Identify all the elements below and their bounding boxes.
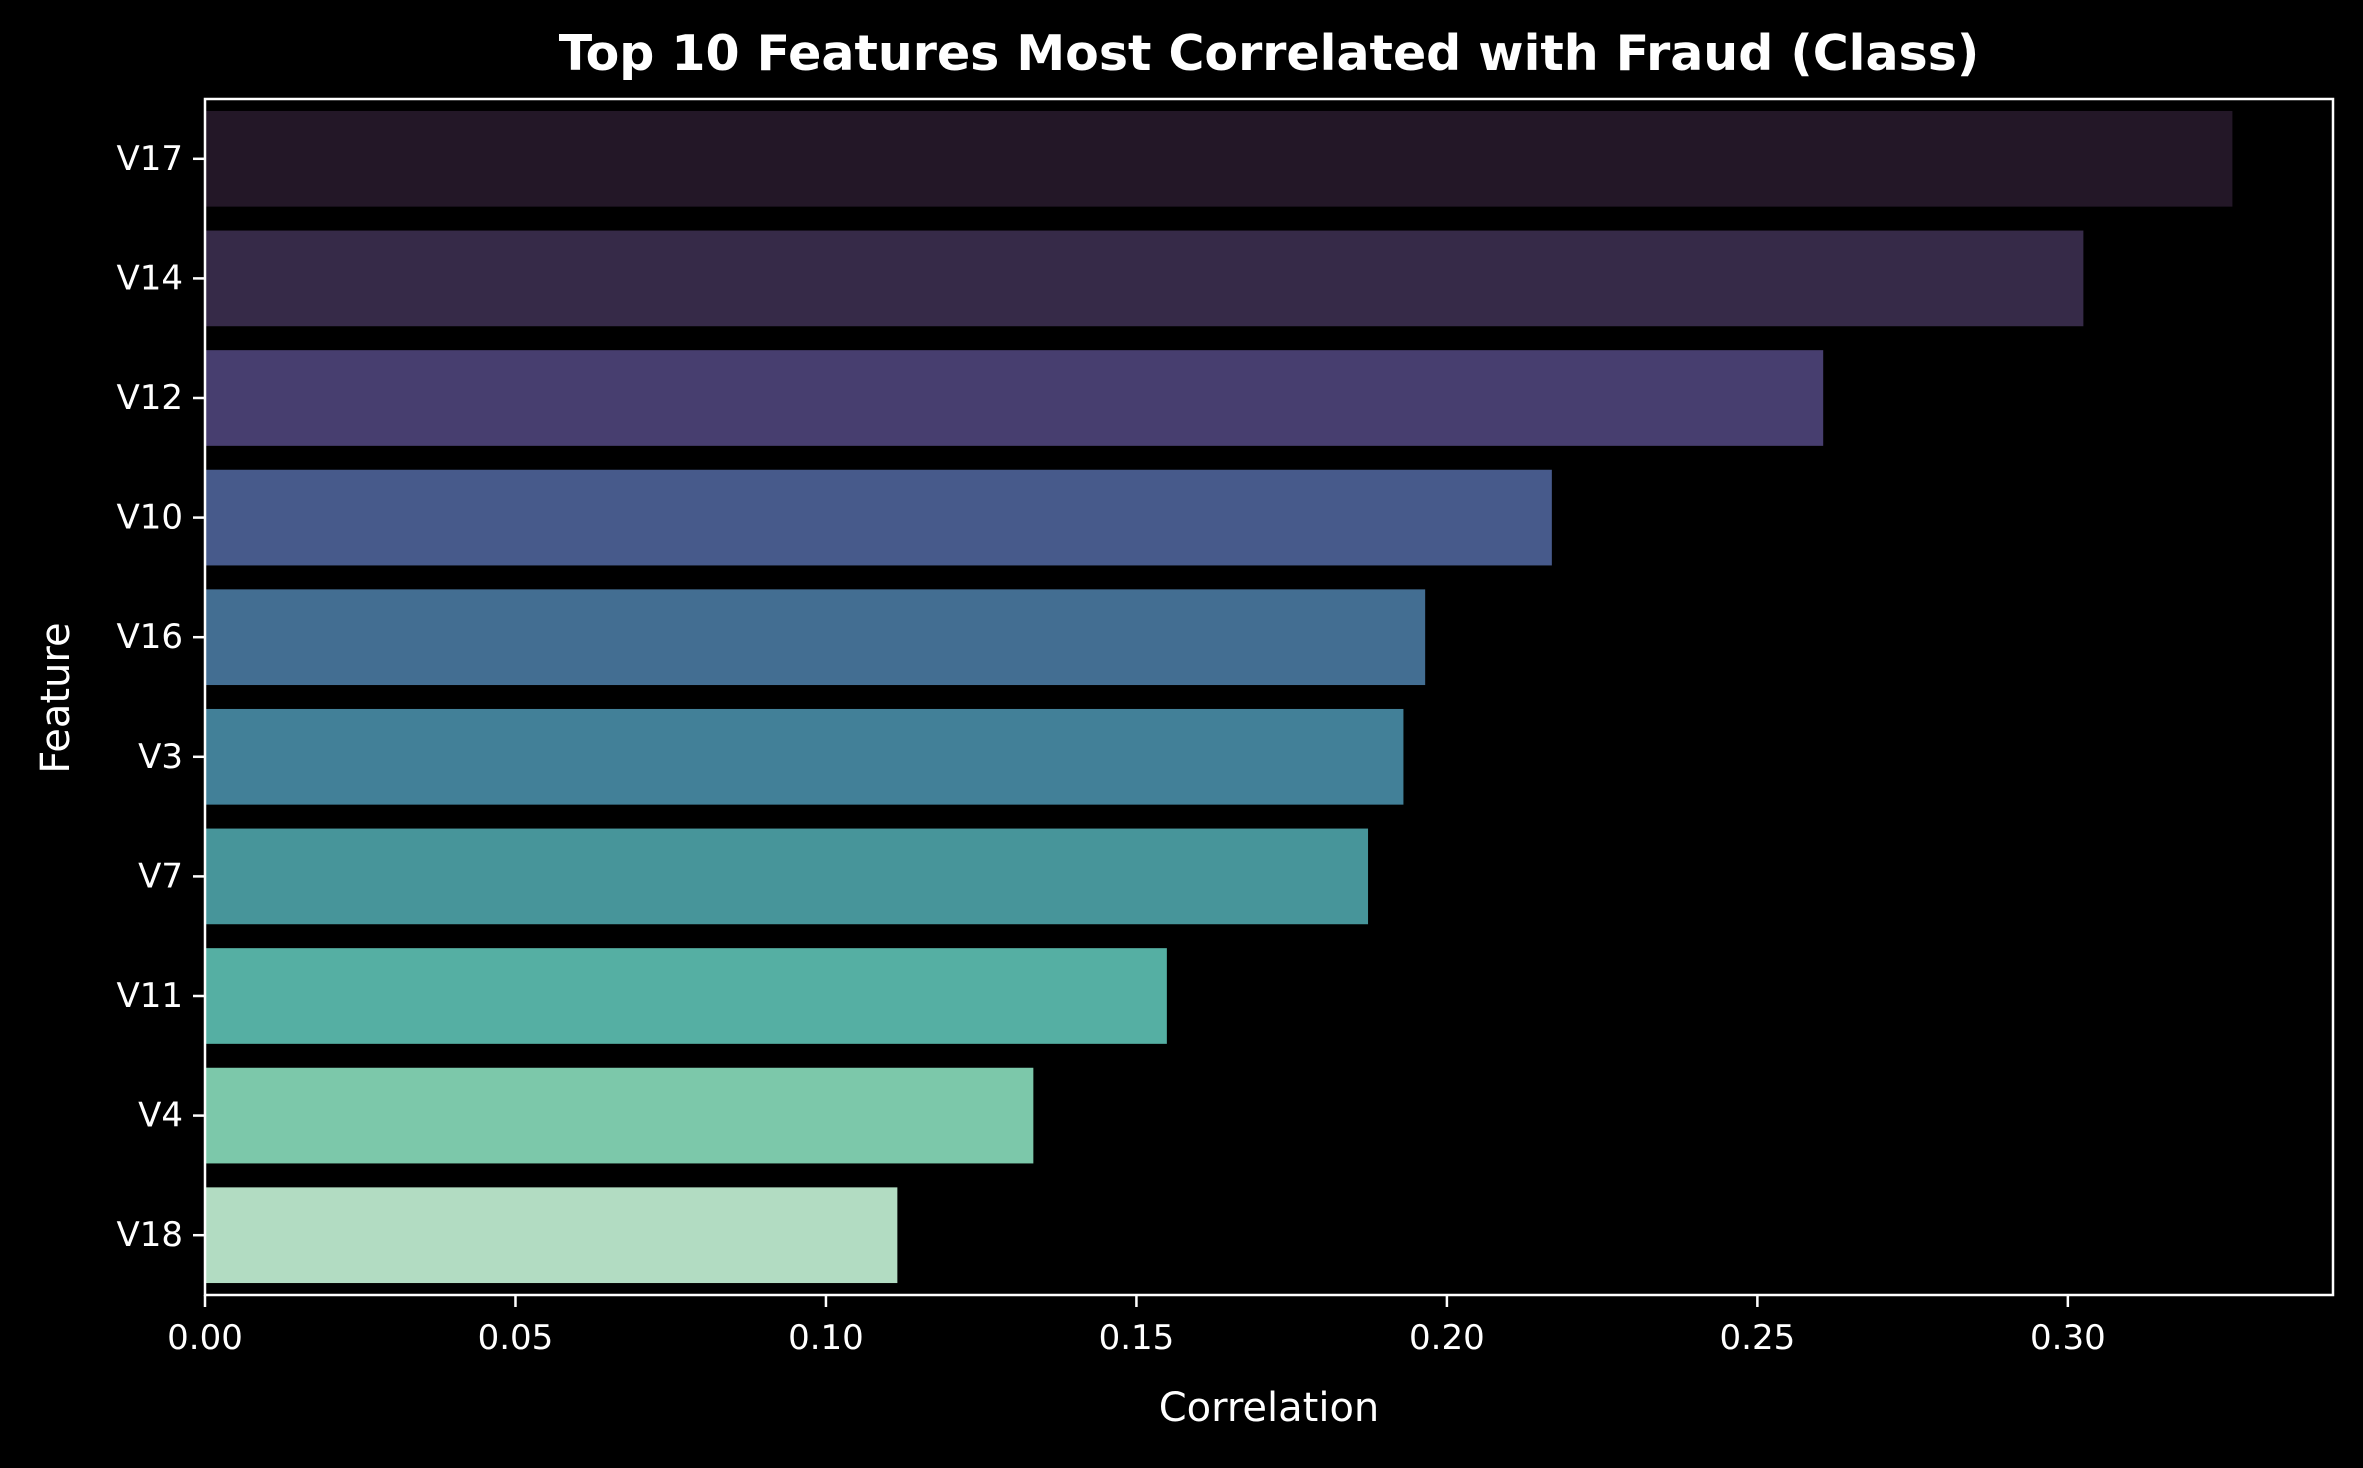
y-tick-label: V3 [138, 737, 183, 777]
plot-frame [203, 97, 2335, 1297]
x-tick-label: 0.10 [788, 1318, 864, 1358]
y-axis-label: Feature [33, 622, 79, 773]
bar-v14 [205, 230, 2084, 327]
bar-v17 [205, 110, 2233, 207]
x-axis: 0.00 0.05 0.10 0.15 0.20 0.25 0.30 [167, 1295, 2106, 1358]
y-tick-label: V17 [116, 139, 183, 179]
y-tick-label: V16 [116, 617, 183, 657]
y-axis: V17 V14 V12 V10 V16 V3 V7 V11 V4 V18 [116, 139, 205, 1255]
x-tick-label: 0.20 [1409, 1318, 1485, 1358]
bar-v10 [205, 469, 1552, 566]
bar-v11 [205, 948, 1167, 1044]
y-tick-label: V12 [116, 378, 183, 418]
y-tick-label: V14 [116, 258, 183, 298]
y-tick-label: V4 [138, 1096, 183, 1136]
bar-v7 [205, 828, 1369, 925]
x-tick-label: 0.25 [1720, 1318, 1796, 1358]
y-tick-label: V11 [116, 976, 183, 1016]
bar-v16 [205, 589, 1426, 686]
bar-v3 [205, 708, 1404, 805]
y-tick-label: V18 [116, 1215, 183, 1255]
x-tick-label: 0.30 [2030, 1318, 2106, 1358]
chart-title: Top 10 Features Most Correlated with Fra… [559, 25, 1980, 82]
x-tick-label: 0.00 [167, 1318, 243, 1358]
bar-v18 [205, 1187, 898, 1284]
y-tick-label: V7 [138, 856, 183, 896]
x-axis-label: Correlation [1159, 1385, 1380, 1431]
y-tick-label: V10 [116, 498, 183, 538]
bar-v4 [205, 1067, 1034, 1164]
bar-v12 [205, 350, 1824, 446]
x-tick-label: 0.15 [1099, 1318, 1175, 1358]
x-tick-label: 0.05 [478, 1318, 554, 1358]
bars-layer [205, 110, 2233, 1284]
